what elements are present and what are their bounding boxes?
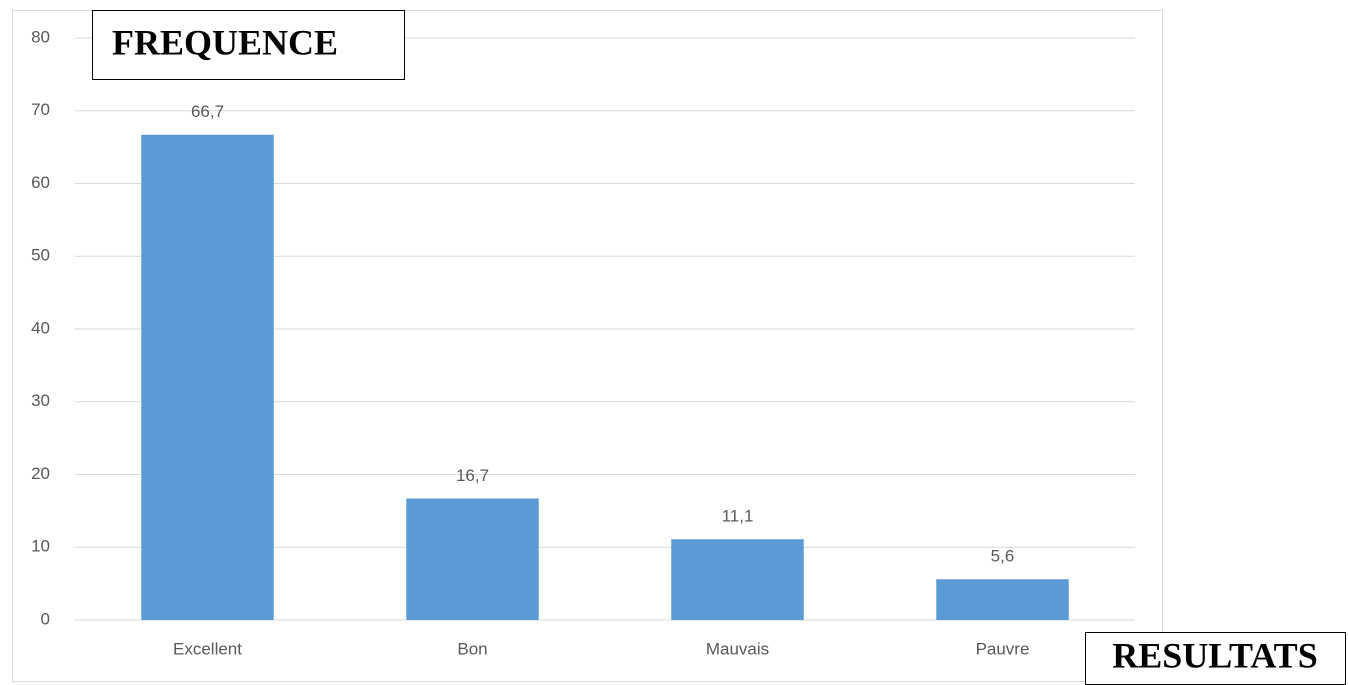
- y-tick-label: 70: [31, 100, 50, 119]
- y-tick-label: 80: [31, 27, 50, 46]
- bar: [936, 579, 1069, 620]
- value-label: 66,7: [191, 102, 224, 121]
- value-label: 11,1: [722, 507, 754, 526]
- x-axis-title: RESULTATS: [1112, 635, 1317, 675]
- x-tick-label: Excellent: [173, 639, 242, 658]
- y-axis-title: FREQUENCE: [112, 22, 338, 62]
- x-tick-label: Mauvais: [706, 639, 769, 658]
- value-label: 16,7: [456, 466, 489, 485]
- x-tick-label: Pauvre: [976, 639, 1030, 658]
- y-tick-label: 10: [31, 537, 50, 556]
- y-tick-label: 60: [31, 173, 50, 192]
- y-tick-label: 30: [31, 391, 50, 410]
- bar: [141, 134, 274, 620]
- bar: [671, 539, 804, 620]
- y-label-box: [92, 10, 405, 80]
- y-tick-label: 40: [31, 318, 50, 337]
- y-tick-label: 0: [41, 609, 50, 628]
- bar: [406, 498, 539, 620]
- value-label: 5,6: [991, 547, 1015, 566]
- y-tick-label: 50: [31, 246, 50, 265]
- y-tick-label: 20: [31, 464, 50, 483]
- x-tick-label: Bon: [457, 639, 487, 658]
